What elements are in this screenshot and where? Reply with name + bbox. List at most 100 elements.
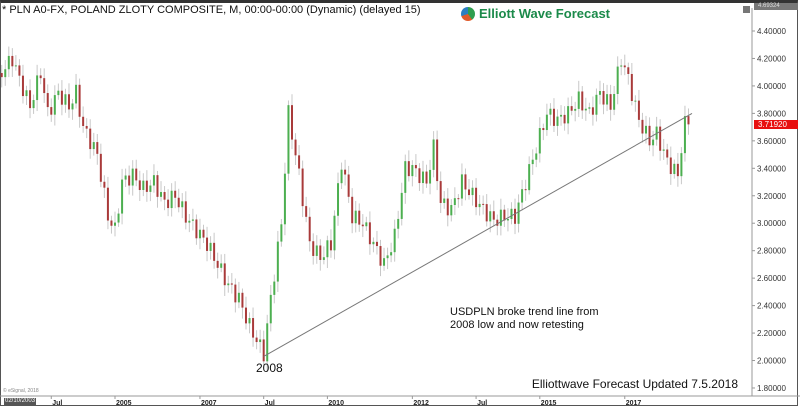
candle-body: [128, 175, 131, 186]
candle-body: [683, 116, 686, 154]
candle-body: [591, 107, 594, 115]
candle-body: [460, 174, 463, 199]
candle-body: [64, 94, 67, 105]
candle-body: [60, 90, 63, 105]
candle-body: [475, 187, 478, 208]
candle-body: [177, 197, 180, 208]
x-tick-label: 2012: [413, 400, 429, 407]
candle-body: [602, 91, 605, 105]
y-tick-label: 3.80000: [757, 109, 786, 118]
candle-body: [163, 192, 166, 200]
y-tick-label: 4.00000: [757, 82, 786, 91]
y-tick-label: 1.80000: [757, 384, 786, 393]
trendline: [263, 112, 693, 357]
candle-body: [361, 224, 364, 227]
candle-body: [43, 78, 46, 94]
candle-body: [237, 292, 240, 303]
candle-body: [446, 198, 449, 216]
candle-body: [156, 175, 159, 197]
y-tick-label: 3.40000: [757, 164, 786, 173]
candle-body: [478, 203, 481, 208]
candle-body: [287, 105, 290, 174]
candle-body: [627, 67, 630, 74]
note-line-2: 2008 low and now retesting: [450, 319, 584, 331]
candle-body: [418, 168, 421, 184]
candle-body: [78, 84, 81, 117]
chart-options-icon[interactable]: [743, 6, 750, 13]
candle-body: [82, 116, 85, 126]
candle-body: [485, 204, 488, 222]
y-tick-label: 3.00000: [757, 219, 786, 228]
candle-body: [32, 100, 35, 109]
candle-body: [666, 149, 669, 158]
candle-body: [103, 181, 106, 188]
candle-body: [234, 284, 237, 303]
candle-body: [4, 69, 7, 78]
copyright: © eSignal, 2018: [3, 388, 39, 394]
y-tick-label: 4.20000: [757, 54, 786, 63]
candle-body: [191, 219, 194, 221]
candle-body: [298, 155, 301, 169]
candle-body: [468, 189, 470, 196]
candle-body: [662, 149, 665, 151]
candle-body: [230, 283, 233, 285]
candle-body: [383, 258, 386, 266]
candle-body: [503, 209, 506, 221]
candle-body: [457, 198, 460, 200]
candle-body: [390, 252, 393, 256]
candle-body: [549, 108, 552, 115]
candle-body: [39, 75, 42, 79]
candle-body: [659, 126, 662, 151]
candle-body: [340, 169, 343, 184]
candle-body: [560, 114, 563, 117]
candle-body: [96, 142, 99, 154]
candle-body: [329, 240, 332, 251]
candle-body: [138, 180, 141, 191]
candle-body: [11, 55, 14, 67]
candle-body: [85, 125, 88, 129]
candle-body: [616, 66, 619, 94]
candle-body: [7, 55, 10, 70]
y-tick-label: 3.60000: [757, 137, 786, 146]
candle-body: [641, 119, 644, 134]
candle-body: [528, 164, 531, 191]
candle-body: [174, 190, 177, 198]
candle-body: [206, 237, 209, 251]
candle-body: [531, 159, 534, 165]
candle-body: [333, 215, 336, 251]
candle-body: [535, 153, 538, 160]
annotation-note: USDPLN broke trend line from 2008 low an…: [450, 306, 599, 332]
x-tick-label: Jul: [477, 400, 487, 407]
x-tick-label: 2017: [626, 400, 642, 407]
candle-body: [216, 260, 219, 268]
candle-body: [613, 93, 616, 110]
candle-body: [291, 105, 293, 140]
candle-body: [496, 219, 499, 226]
cursor-date-box: 02/10/2003: [4, 398, 37, 405]
candle-body: [609, 94, 612, 110]
candle-body: [489, 211, 492, 222]
candle-body: [283, 173, 286, 225]
candle-body: [220, 263, 223, 268]
candle-body: [244, 307, 247, 324]
candle-body: [439, 181, 442, 203]
candle-body: [400, 192, 403, 219]
candle-body: [0, 73, 3, 78]
candle-body: [312, 241, 315, 256]
top-price-label: 4.69324: [754, 3, 798, 10]
candle-body: [574, 108, 577, 111]
candle-body: [358, 210, 361, 225]
candle-body: [135, 168, 138, 181]
candle-body: [563, 114, 566, 124]
candle-body: [570, 106, 573, 111]
candle-body: [347, 174, 350, 197]
candle-body: [273, 281, 276, 295]
candle-body: [499, 209, 502, 226]
x-tick-label: 2010: [328, 400, 344, 407]
candle-body: [634, 100, 637, 102]
candle-body: [106, 187, 109, 221]
candle-body: [450, 205, 453, 216]
candle-body: [443, 198, 446, 203]
candle-body: [521, 189, 524, 203]
